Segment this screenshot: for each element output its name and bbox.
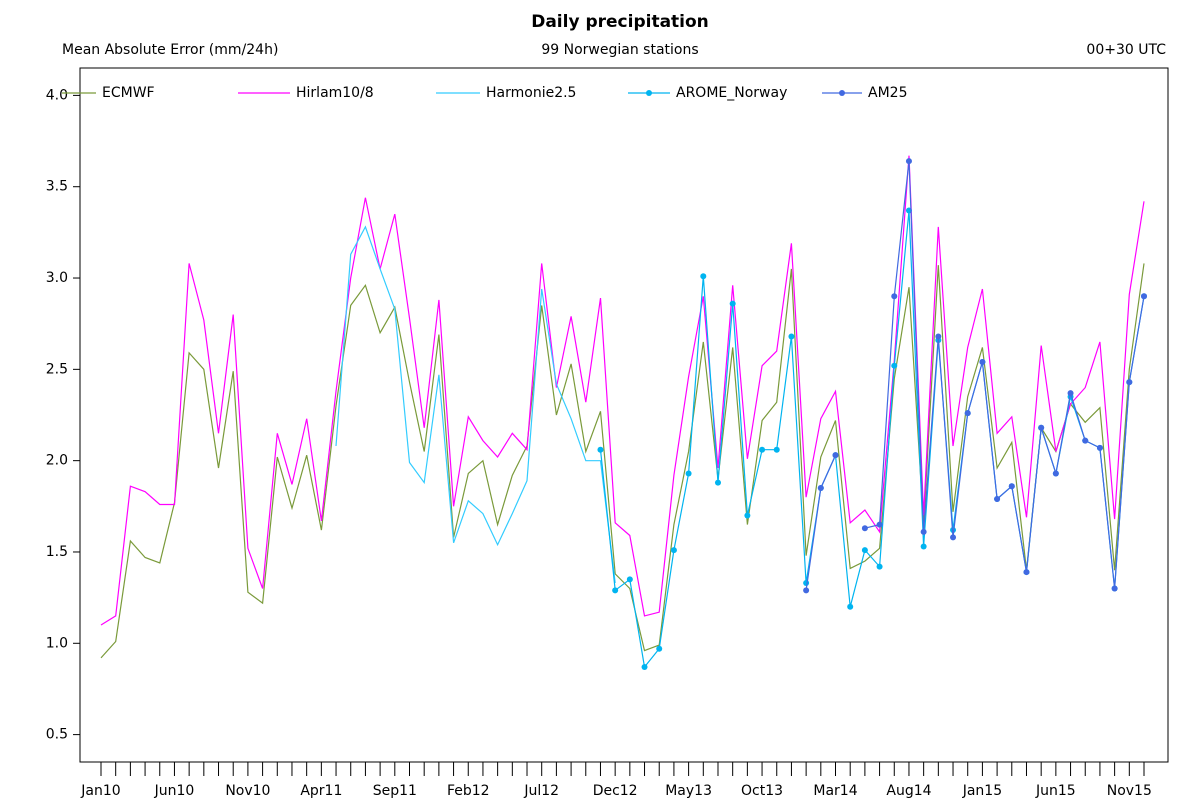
x-tick-label: Jan15 <box>962 783 1002 799</box>
y-tick-label: 3.0 <box>46 270 68 286</box>
data-point <box>979 359 986 366</box>
y-axis-label: Mean Absolute Error (mm/24h) <box>62 42 278 58</box>
x-tick-label: Jun10 <box>154 783 195 799</box>
data-point <box>729 300 736 307</box>
data-point <box>832 452 839 459</box>
data-point <box>1082 437 1089 444</box>
data-point <box>994 496 1001 503</box>
y-tick-label: 1.5 <box>46 544 68 560</box>
chart-title: Daily precipitation <box>531 12 709 32</box>
x-tick-label: Dec12 <box>593 783 638 799</box>
data-point <box>876 563 883 570</box>
series-line <box>100 155 1145 626</box>
x-tick-label: Nov15 <box>1107 783 1152 799</box>
data-point <box>670 547 677 554</box>
y-tick-label: 2.5 <box>46 361 68 377</box>
x-tick-label: Jul12 <box>523 783 559 799</box>
data-point <box>1067 390 1074 397</box>
x-tick-label: Aug14 <box>886 783 931 799</box>
x-tick-label: Jan10 <box>80 783 120 799</box>
data-point <box>641 664 648 671</box>
data-point <box>773 446 780 453</box>
legend-label: Harmonie2.5 <box>486 85 576 101</box>
data-point <box>861 525 868 532</box>
legend-label: AM25 <box>868 85 907 101</box>
y-tick-label: 3.5 <box>46 179 68 195</box>
data-point <box>876 521 883 528</box>
series-line <box>335 225 616 584</box>
data-point <box>1126 379 1133 386</box>
data-point <box>950 534 957 541</box>
series-line <box>805 161 1145 591</box>
data-point <box>759 446 766 453</box>
x-tick-label: Feb12 <box>447 783 490 799</box>
legend-marker <box>839 90 845 96</box>
data-point <box>685 470 692 477</box>
x-tick-label: Jun15 <box>1035 783 1076 799</box>
data-point <box>817 485 824 492</box>
plot-frame <box>79 67 1169 763</box>
legend-label: AROME_Norway <box>676 85 787 101</box>
data-point <box>1023 569 1030 576</box>
data-point <box>700 273 707 280</box>
data-point <box>920 543 927 550</box>
data-point <box>891 293 898 300</box>
data-point <box>626 576 633 583</box>
x-tick-label: Oct13 <box>741 783 783 799</box>
data-point <box>920 528 927 535</box>
data-point <box>612 587 619 594</box>
y-tick-label: 1.0 <box>46 635 68 651</box>
x-tick-label: Nov10 <box>225 783 270 799</box>
data-point <box>905 158 912 165</box>
data-point <box>803 580 810 587</box>
data-point <box>891 362 898 369</box>
legend-marker <box>646 90 652 96</box>
legend-label: Hirlam10/8 <box>296 85 374 101</box>
data-point <box>803 587 810 594</box>
data-point <box>847 603 854 610</box>
x-tick-label: Apr11 <box>300 783 342 799</box>
data-point <box>861 547 868 554</box>
data-point <box>597 446 604 453</box>
subtitle: 99 Norwegian stations <box>541 42 698 58</box>
data-point <box>1008 483 1015 490</box>
data-point <box>788 333 795 340</box>
annotation: 00+30 UTC <box>1086 42 1166 58</box>
data-point <box>964 410 971 417</box>
data-point <box>1038 424 1045 431</box>
data-point <box>1141 293 1147 300</box>
legend-label: ECMWF <box>102 85 155 101</box>
x-tick-label: Mar14 <box>813 783 857 799</box>
x-tick-label: Sep11 <box>373 783 417 799</box>
series-line <box>100 263 1145 659</box>
data-point <box>1052 470 1059 477</box>
x-tick-label: May13 <box>665 783 712 799</box>
data-point <box>744 512 751 519</box>
data-point <box>1111 585 1118 592</box>
y-tick-label: 4.0 <box>46 87 68 103</box>
data-point <box>935 333 942 340</box>
data-point <box>1096 444 1103 451</box>
data-point <box>714 479 721 486</box>
y-tick-label: 2.0 <box>46 453 68 469</box>
y-tick-label: 0.5 <box>46 727 68 743</box>
data-point <box>656 645 663 652</box>
